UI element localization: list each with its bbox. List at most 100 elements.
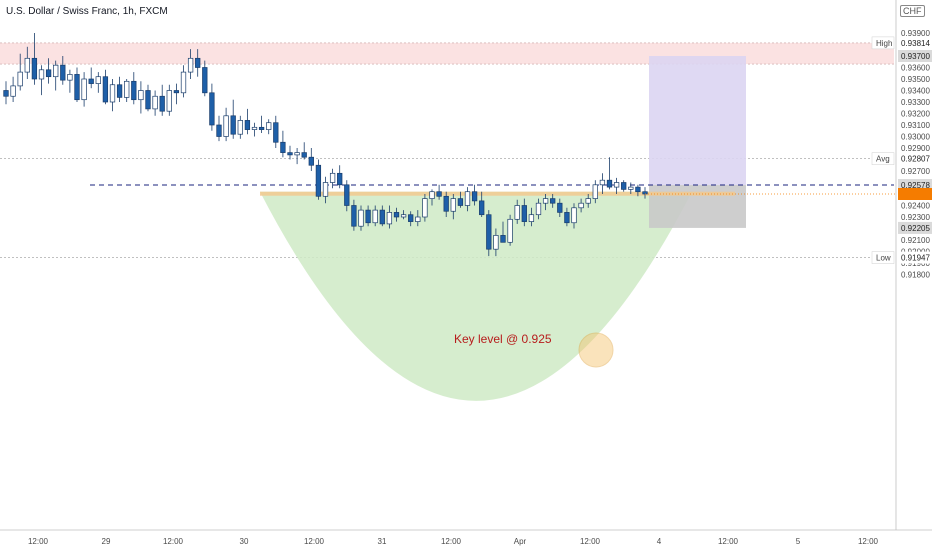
bear-candle [308,156,314,166]
bear-candle [88,78,94,84]
bear-candle [521,205,527,222]
bear-candle [273,122,279,143]
bear-candle [315,164,322,197]
bear-candle [116,84,123,98]
price-tick-label: 0.93400 [901,87,930,96]
time-tick-label: 5 [796,537,801,546]
price-tick-label: 0.91800 [901,271,930,280]
bear-candle [244,120,251,130]
candle-layer [3,33,648,368]
bear-candle [457,198,464,206]
bull-candle [514,205,520,220]
level-tag-bg [871,152,895,165]
time-tick-label: Apr [514,537,527,546]
price-tag-value: 0.92807 [901,155,930,164]
bull-candle [528,214,535,222]
bear-candle [486,214,492,250]
price-tick-label: 0.93100 [901,121,930,130]
level-tag-bg [871,251,895,264]
time-tick-label: 29 [102,537,111,546]
bear-candle [195,57,201,68]
bull-candle [109,84,116,103]
bear-candle [635,186,641,193]
level-tag-label: High [876,39,892,48]
bear-candle [216,124,222,137]
bull-candle [592,184,598,199]
bull-candle [628,186,634,190]
bear-candle [230,115,236,135]
bear-candle [606,179,613,188]
bear-candle [131,80,137,101]
bear-candle [337,172,343,186]
bull-candle [81,78,87,101]
price-tick-label: 0.93300 [901,98,930,107]
bull-candle [10,85,16,97]
bear-candle [443,195,449,212]
price-tick-label: 0.92300 [901,213,930,222]
price-tick-label: 0.93500 [901,75,930,84]
bear-candle [280,141,286,153]
bull-candle [124,80,130,98]
bear-candle [258,126,265,130]
time-tick-label: 12:00 [304,537,325,546]
bear-candle [550,198,556,204]
bull-candle [599,179,606,186]
bull-candle [152,95,158,110]
price-tag-bg [898,152,932,165]
bear-candle [145,90,151,110]
bear-candle [500,235,506,243]
bear-candle [621,182,627,190]
bull-candle [542,198,549,204]
price-tag-value: 0.92578 [901,181,930,190]
price-tag-value: 0.91947 [901,254,930,263]
time-tick-label: 4 [657,537,662,546]
time-tick-label: 30 [240,537,249,546]
bear-candle [173,90,180,94]
bull-candle [322,182,329,197]
price-tick-label: 0.93600 [901,64,930,73]
bear-candle [209,92,215,126]
bull-candle [138,90,144,101]
resistance-zone [0,42,894,65]
bull-candle [17,71,23,87]
bear-candle [393,212,400,218]
bear-candle [436,191,442,197]
price-tick-label: 0.92100 [901,236,930,245]
level-tag-bg [871,36,895,50]
time-tick-label: 12:00 [580,537,601,546]
price-tick-label: 0.93200 [901,110,930,119]
bull-candle [166,90,172,112]
price-tick-label: 0.93900 [901,29,930,38]
time-tick-label: 12:00 [858,537,879,546]
bull-candle [237,120,243,135]
bear-candle [301,152,307,158]
current-price-tag [898,188,932,200]
bull-candle [251,126,258,130]
level-tag-label: Avg [876,155,890,164]
bear-candle [557,202,563,213]
support-band [260,191,735,196]
bull-candle [400,214,407,218]
price-tag-bg [898,251,932,264]
price-tag-value: 0.92205 [901,224,930,233]
bull-candle [535,202,542,216]
bear-candle [344,184,350,206]
currency-badge[interactable]: CHF [900,5,925,17]
price-tag-value: 0.93700 [901,52,930,61]
bear-candle [45,69,52,78]
price-tick-label: 0.92900 [901,144,930,153]
key-level-label: Key level @ 0.925 [454,332,552,346]
bear-candle [31,57,38,80]
price-axis-bg [896,0,932,550]
bull-candle [578,202,584,209]
cup-pattern [260,191,692,401]
time-tick-label: 12:00 [163,537,184,546]
bull-candle [187,57,194,73]
time-tick-label: 12:00 [718,537,739,546]
price-tag-bg [898,36,932,49]
bear-candle [408,214,414,222]
bull-candle [415,216,421,222]
time-tick-label: 12:00 [441,537,462,546]
